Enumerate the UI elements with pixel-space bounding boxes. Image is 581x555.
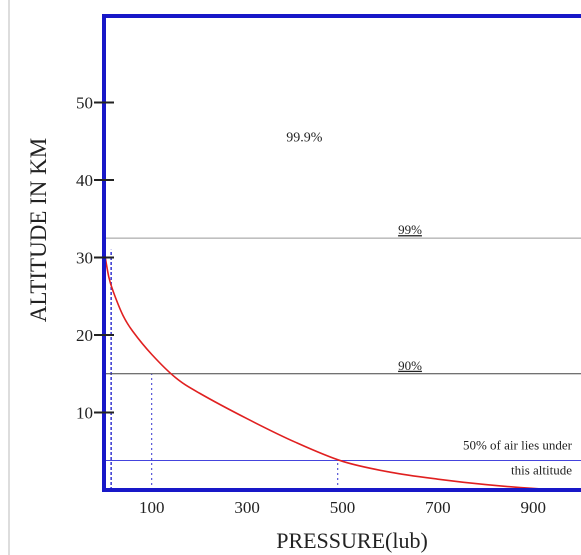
x-tick-label-500: 500 [330, 498, 356, 517]
reference-label-3b: this altitude [511, 463, 572, 478]
x-tick-label-300: 300 [234, 498, 260, 517]
axes [102, 14, 581, 492]
x-axis-label: PRESSURE(lub) [276, 528, 428, 553]
reference-lines: 99% 90% 50% of air lies under this altitude… [104, 130, 581, 478]
guide-lines [110, 249, 339, 490]
x-tick-label-900: 900 [521, 498, 547, 517]
x-tick-label-100: 100 [139, 498, 165, 517]
y-tick-label-30: 30 [76, 249, 93, 268]
reference-label-2: 90% [398, 358, 422, 373]
y-tick-label-40: 40 [76, 171, 93, 190]
labels: ALTITUDE IN KM PRESSURE(lub) [26, 138, 428, 553]
annotation-1: 99.9% [286, 130, 323, 145]
reference-label-1: 99% [398, 222, 422, 237]
y-axis-label: ALTITUDE IN KM [26, 138, 51, 322]
reference-label-3: 50% of air lies under [463, 438, 573, 453]
x-tick-label-700: 700 [425, 498, 451, 517]
y-tick-label-20: 20 [76, 326, 93, 345]
ticks: 10 20 30 40 50 100 300 500 700 900 [76, 94, 546, 518]
y-tick-label-50: 50 [76, 94, 93, 113]
pressure-curve [103, 249, 567, 491]
y-tick-label-10: 10 [76, 404, 93, 423]
